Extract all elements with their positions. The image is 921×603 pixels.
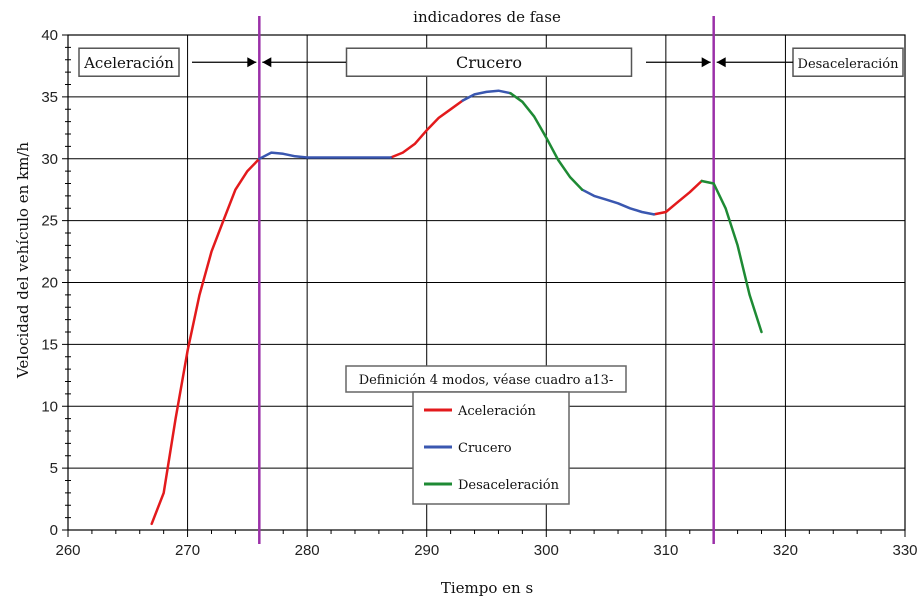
series-line-segment [580, 188, 656, 216]
series-lines [150, 89, 763, 526]
legend-title: Definición 4 modos, véase cuadro a13- [359, 373, 614, 388]
phase-label: Aceleración [83, 54, 174, 72]
x-tick-label: 270 [175, 542, 200, 559]
series-line-segment [150, 157, 261, 526]
y-tick-label: 0 [50, 522, 58, 539]
legend-label: Desaceleración [458, 478, 560, 493]
x-tick-label: 290 [414, 542, 439, 559]
y-tick-label: 40 [41, 27, 58, 44]
y-tick-label: 5 [50, 460, 58, 477]
y-tick-label: 15 [41, 336, 58, 353]
phase-arrowhead [716, 57, 726, 68]
legend-label: Aceleración [457, 404, 536, 419]
phase-label: Desaceleración [798, 57, 900, 72]
phase-arrowhead [247, 57, 257, 68]
series-line-segment [700, 179, 763, 334]
x-tick-label: 320 [773, 542, 798, 559]
y-tick-label: 20 [41, 275, 58, 292]
phase-label-box [78, 47, 180, 77]
x-tick-label: 310 [653, 542, 678, 559]
axis-ticks: 260 270 280 290 300 310 320 330 0 5 10 15 20 25 30 35 40 [41, 27, 917, 559]
phase-indicators: Aceleración Crucero Desaceleración [78, 47, 904, 77]
x-tick-label: 280 [295, 542, 320, 559]
legend-title-box [345, 365, 627, 393]
phase-label: Crucero [456, 53, 522, 72]
y-axis-label: Velocidad del vehículo en km/h [14, 142, 32, 379]
y-tick-label: 25 [41, 213, 58, 230]
phase-markers [258, 16, 715, 544]
phase-arrowhead [262, 57, 272, 68]
phase-label-box [792, 47, 904, 77]
series-line-segment [258, 151, 393, 161]
series-line-segment [461, 89, 512, 102]
chart-title: indicadores de fase [413, 8, 561, 26]
series-line-segment [509, 91, 584, 191]
x-axis-label: Tiempo en s [441, 579, 533, 597]
x-tick-label: 260 [55, 542, 80, 559]
series-line-segment [652, 179, 703, 216]
y-tick-label: 30 [41, 151, 58, 168]
x-tick-label: 330 [892, 542, 917, 559]
y-tick-label: 10 [41, 398, 58, 415]
legend-label: Crucero [458, 441, 512, 456]
x-tick-label: 300 [534, 542, 559, 559]
phase-arrowhead [701, 57, 711, 68]
legend: Definición 4 modos, véase cuadro a13- Ace… [345, 365, 627, 505]
y-tick-label: 35 [41, 89, 58, 106]
phase-label-box [345, 47, 633, 77]
series-line-segment [389, 99, 464, 159]
